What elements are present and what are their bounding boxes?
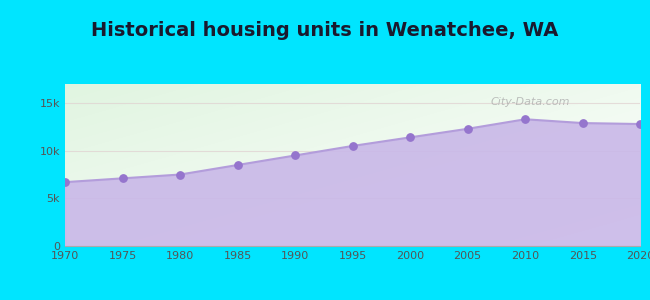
Point: [578, 121, 588, 125]
Point: [175, 172, 185, 177]
Point: [233, 163, 243, 167]
Point: [60, 180, 70, 184]
Point: [348, 143, 358, 148]
Point: [118, 176, 128, 181]
Point: [635, 122, 645, 126]
Point: [463, 126, 473, 131]
Point: [290, 153, 300, 158]
Point: [520, 117, 530, 122]
Point: [405, 135, 415, 140]
Text: Historical housing units in Wenatchee, WA: Historical housing units in Wenatchee, W…: [91, 21, 559, 40]
Text: City-Data.com: City-Data.com: [491, 97, 570, 107]
